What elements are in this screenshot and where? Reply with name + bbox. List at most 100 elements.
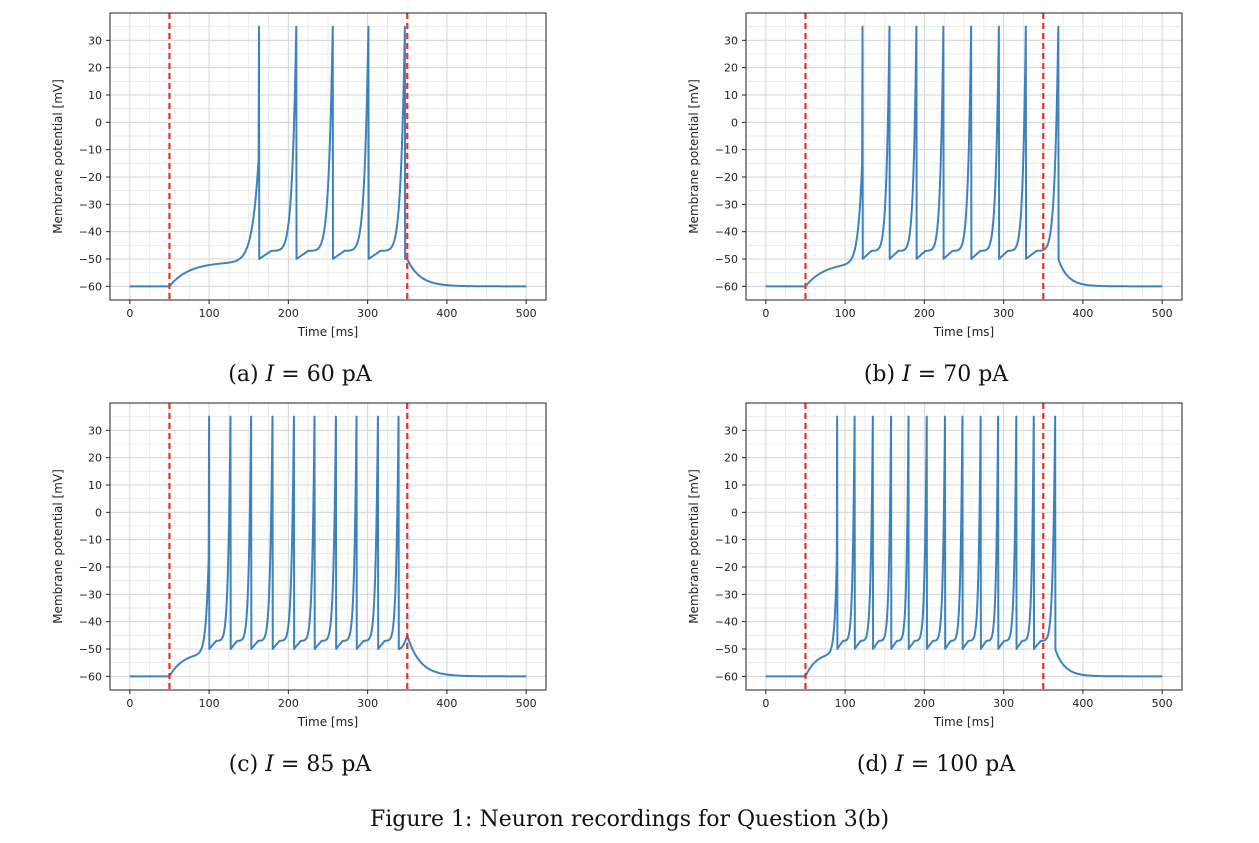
caption-b: (b) I = 70 pA	[636, 362, 1236, 387]
y-tick-label: −30	[715, 588, 738, 601]
y-tick-label: 20	[88, 452, 102, 465]
y-tick-label: 0	[95, 506, 102, 519]
y-tick-label: −50	[79, 643, 102, 656]
caption-b-text: = 70 pA	[910, 362, 1009, 387]
x-tick-label: 500	[1152, 307, 1173, 320]
caption-c: (c) I = 85 pA	[0, 752, 600, 777]
caption-a-text: = 60 pA	[274, 362, 372, 387]
x-tick-label: 200	[278, 697, 299, 710]
x-tick-label: 200	[914, 697, 935, 710]
y-tick-label: −30	[79, 198, 102, 211]
x-tick-label: 100	[835, 307, 856, 320]
x-tick-label: 300	[357, 697, 378, 710]
y-tick-label: 0	[731, 506, 738, 519]
y-tick-label: 20	[88, 62, 102, 75]
y-axis-label-c: Membrane potential [mV]	[51, 469, 65, 624]
caption-a-prefix: (a)	[228, 362, 259, 387]
y-tick-label: 10	[88, 479, 102, 492]
plot-frame-d	[745, 402, 1183, 691]
grid-d	[746, 403, 1182, 690]
y-tick-label: −20	[715, 561, 738, 574]
x-axis-label-b: Time [ms]	[933, 325, 995, 339]
plot-frame-a	[109, 12, 547, 301]
y-tick-label: −50	[79, 253, 102, 266]
caption-d-prefix: (d)	[856, 752, 889, 777]
x-tick-label: 500	[516, 697, 537, 710]
y-tick-label: 30	[88, 34, 102, 47]
x-tick-label: 0	[762, 307, 769, 320]
y-tick-label: −60	[79, 280, 102, 293]
caption-b-prefix: (b)	[863, 362, 896, 387]
y-tick-label: −20	[79, 561, 102, 574]
caption-d: (d) I = 100 pA	[636, 752, 1236, 777]
caption-d-variable: I	[895, 752, 904, 777]
x-axis-label-d: Time [ms]	[933, 715, 995, 729]
grid-a	[110, 13, 546, 300]
y-tick-label: 0	[731, 116, 738, 129]
y-axis-label-a: Membrane potential [mV]	[51, 79, 65, 234]
figure-caption: Figure 1: Neuron recordings for Question…	[369, 807, 890, 832]
x-axis-label-c: Time [ms]	[297, 715, 359, 729]
y-tick-label: −60	[715, 280, 738, 293]
subfigure-b: 30 20 10 0 −10 −20 −30 −40 −50 −60 0 100 200 300 400 50…	[636, 0, 1259, 390]
y-tick-label: −10	[715, 144, 738, 157]
x-tick-label: 400	[436, 697, 457, 710]
subfigure-c: 30 20 10 0 −10 −20 −30 −40 −50 −60 0 100 200 300 400 50…	[0, 390, 629, 780]
x-tick-label: 0	[126, 307, 133, 320]
membrane-trace-c	[129, 415, 527, 678]
y-tick-label: −60	[715, 670, 738, 683]
x-tick-label: 100	[199, 697, 220, 710]
y-tick-label: −60	[79, 670, 102, 683]
y-tick-label: −40	[715, 616, 738, 629]
x-tick-label: 100	[835, 697, 856, 710]
y-tick-label: −50	[715, 253, 738, 266]
caption-c-prefix: (c)	[228, 752, 259, 777]
x-tick-label: 200	[278, 307, 299, 320]
x-tick-label: 300	[993, 697, 1014, 710]
membrane-trace-d	[765, 415, 1163, 678]
plot-frame-b	[745, 12, 1183, 301]
y-tick-label: 30	[88, 424, 102, 437]
caption-a-variable: I	[265, 362, 275, 387]
grid-c	[110, 403, 546, 690]
x-tick-label: 300	[993, 307, 1014, 320]
y-tick-label: −20	[715, 171, 738, 184]
subfigure-a: 30 20 10 0 −10 −20 −30 −40 −50 −60 0 100 200 300 400 50…	[0, 0, 629, 390]
y-tick-label: 0	[95, 116, 102, 129]
x-tick-label: 300	[357, 307, 378, 320]
caption-c-variable: I	[265, 752, 274, 777]
caption-c-text: = 85 pA	[273, 752, 372, 777]
x-tick-label: 0	[762, 697, 769, 710]
x-tick-label: 500	[1152, 697, 1173, 710]
x-tick-label: 200	[914, 307, 935, 320]
y-tick-label: 20	[724, 452, 738, 465]
plot-frame-c	[109, 402, 547, 691]
y-axis-label-b: Membrane potential [mV]	[687, 79, 701, 234]
y-tick-label: 30	[724, 424, 738, 437]
caption-b-variable: I	[902, 362, 911, 387]
y-tick-label: −40	[79, 616, 102, 629]
y-tick-label: 10	[724, 89, 738, 102]
subfigure-d: 30 20 10 0 −10 −20 −30 −40 −50 −60 0 100 200 300 400 50…	[636, 390, 1259, 780]
y-tick-label: 10	[88, 89, 102, 102]
membrane-trace-a	[129, 25, 527, 288]
x-tick-label: 100	[199, 307, 220, 320]
y-tick-label: −30	[79, 588, 102, 601]
y-tick-label: −20	[79, 171, 102, 184]
x-axis-label-a: Time [ms]	[297, 325, 359, 339]
x-tick-label: 400	[436, 307, 457, 320]
y-tick-label: −30	[715, 198, 738, 211]
x-tick-label: 400	[1072, 697, 1093, 710]
membrane-trace-b	[765, 25, 1163, 288]
y-tick-label: −40	[715, 226, 738, 239]
y-tick-label: 10	[724, 479, 738, 492]
y-tick-label: −50	[715, 643, 738, 656]
grid-b	[746, 13, 1182, 300]
x-tick-label: 500	[516, 307, 537, 320]
y-tick-label: −10	[79, 144, 102, 157]
y-tick-label: 20	[724, 62, 738, 75]
caption-a: (a) I = 60 pA	[0, 362, 600, 387]
y-axis-label-d: Membrane potential [mV]	[687, 469, 701, 624]
